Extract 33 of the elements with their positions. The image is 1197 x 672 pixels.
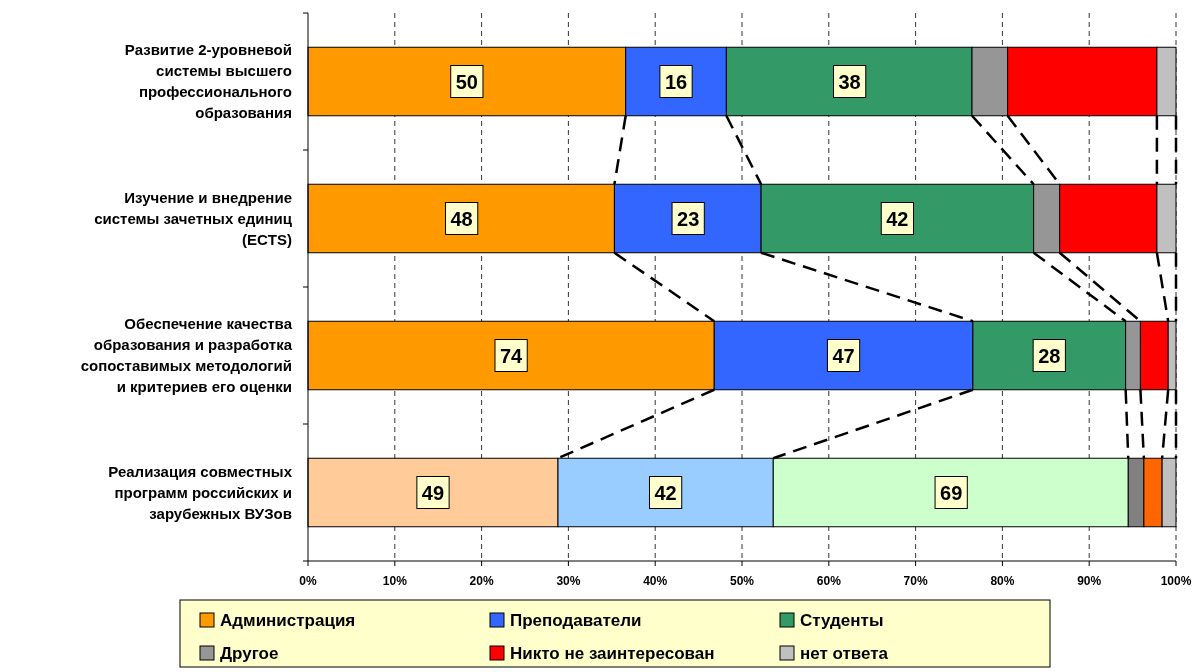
x-tick-label: 40% xyxy=(643,574,668,588)
y-tick-label: Обеспечение качества образования и разработка сопоставимых методологий и критериев его оценки xyxy=(80,315,293,395)
annotation: 47 xyxy=(832,344,855,367)
y-tick-label: Изучение и внедрение системы зачетных единиц (ECTS) xyxy=(94,188,293,248)
x-tick-label: 60% xyxy=(816,574,842,588)
legend-label: Студенты xyxy=(800,611,884,630)
x-tick-label: 30% xyxy=(556,574,581,588)
legend-label: Администрация xyxy=(220,611,356,630)
x-tick-label: 50% xyxy=(729,574,755,588)
x-tick-label: 20% xyxy=(469,574,494,588)
x-tick-label: 90% xyxy=(1077,574,1102,588)
x-tick-label: 0% xyxy=(299,574,317,588)
annotation: 42 xyxy=(886,207,909,230)
x-tick-label: 100% xyxy=(1160,574,1192,588)
y-tick-label: Реализация совместных программ российских и зарубежных ВУЗов xyxy=(108,462,293,522)
y-tick-label: Развитие 2-уровневой системы высшего профессионального образования xyxy=(124,41,292,121)
annotation: 50 xyxy=(455,70,478,93)
x-tick-label: 80% xyxy=(990,574,1015,588)
annotation: 69 xyxy=(940,481,963,504)
annotation: 42 xyxy=(654,481,677,504)
legend-label: нет ответа xyxy=(800,644,889,663)
annotation: 38 xyxy=(838,70,861,93)
annotation: 16 xyxy=(664,70,688,93)
x-tick-label: 10% xyxy=(382,574,408,588)
x-tick-label: 70% xyxy=(903,574,928,588)
annotation: 49 xyxy=(421,481,445,504)
legend-label: Преподаватели xyxy=(510,611,642,630)
annotation: 48 xyxy=(450,207,473,230)
annotation: 28 xyxy=(1038,344,1061,367)
legend-label: Другое xyxy=(220,644,279,663)
legend-label: Никто не заинтересован xyxy=(510,644,715,663)
annotation: 23 xyxy=(677,207,700,230)
annotation: 74 xyxy=(499,344,524,367)
